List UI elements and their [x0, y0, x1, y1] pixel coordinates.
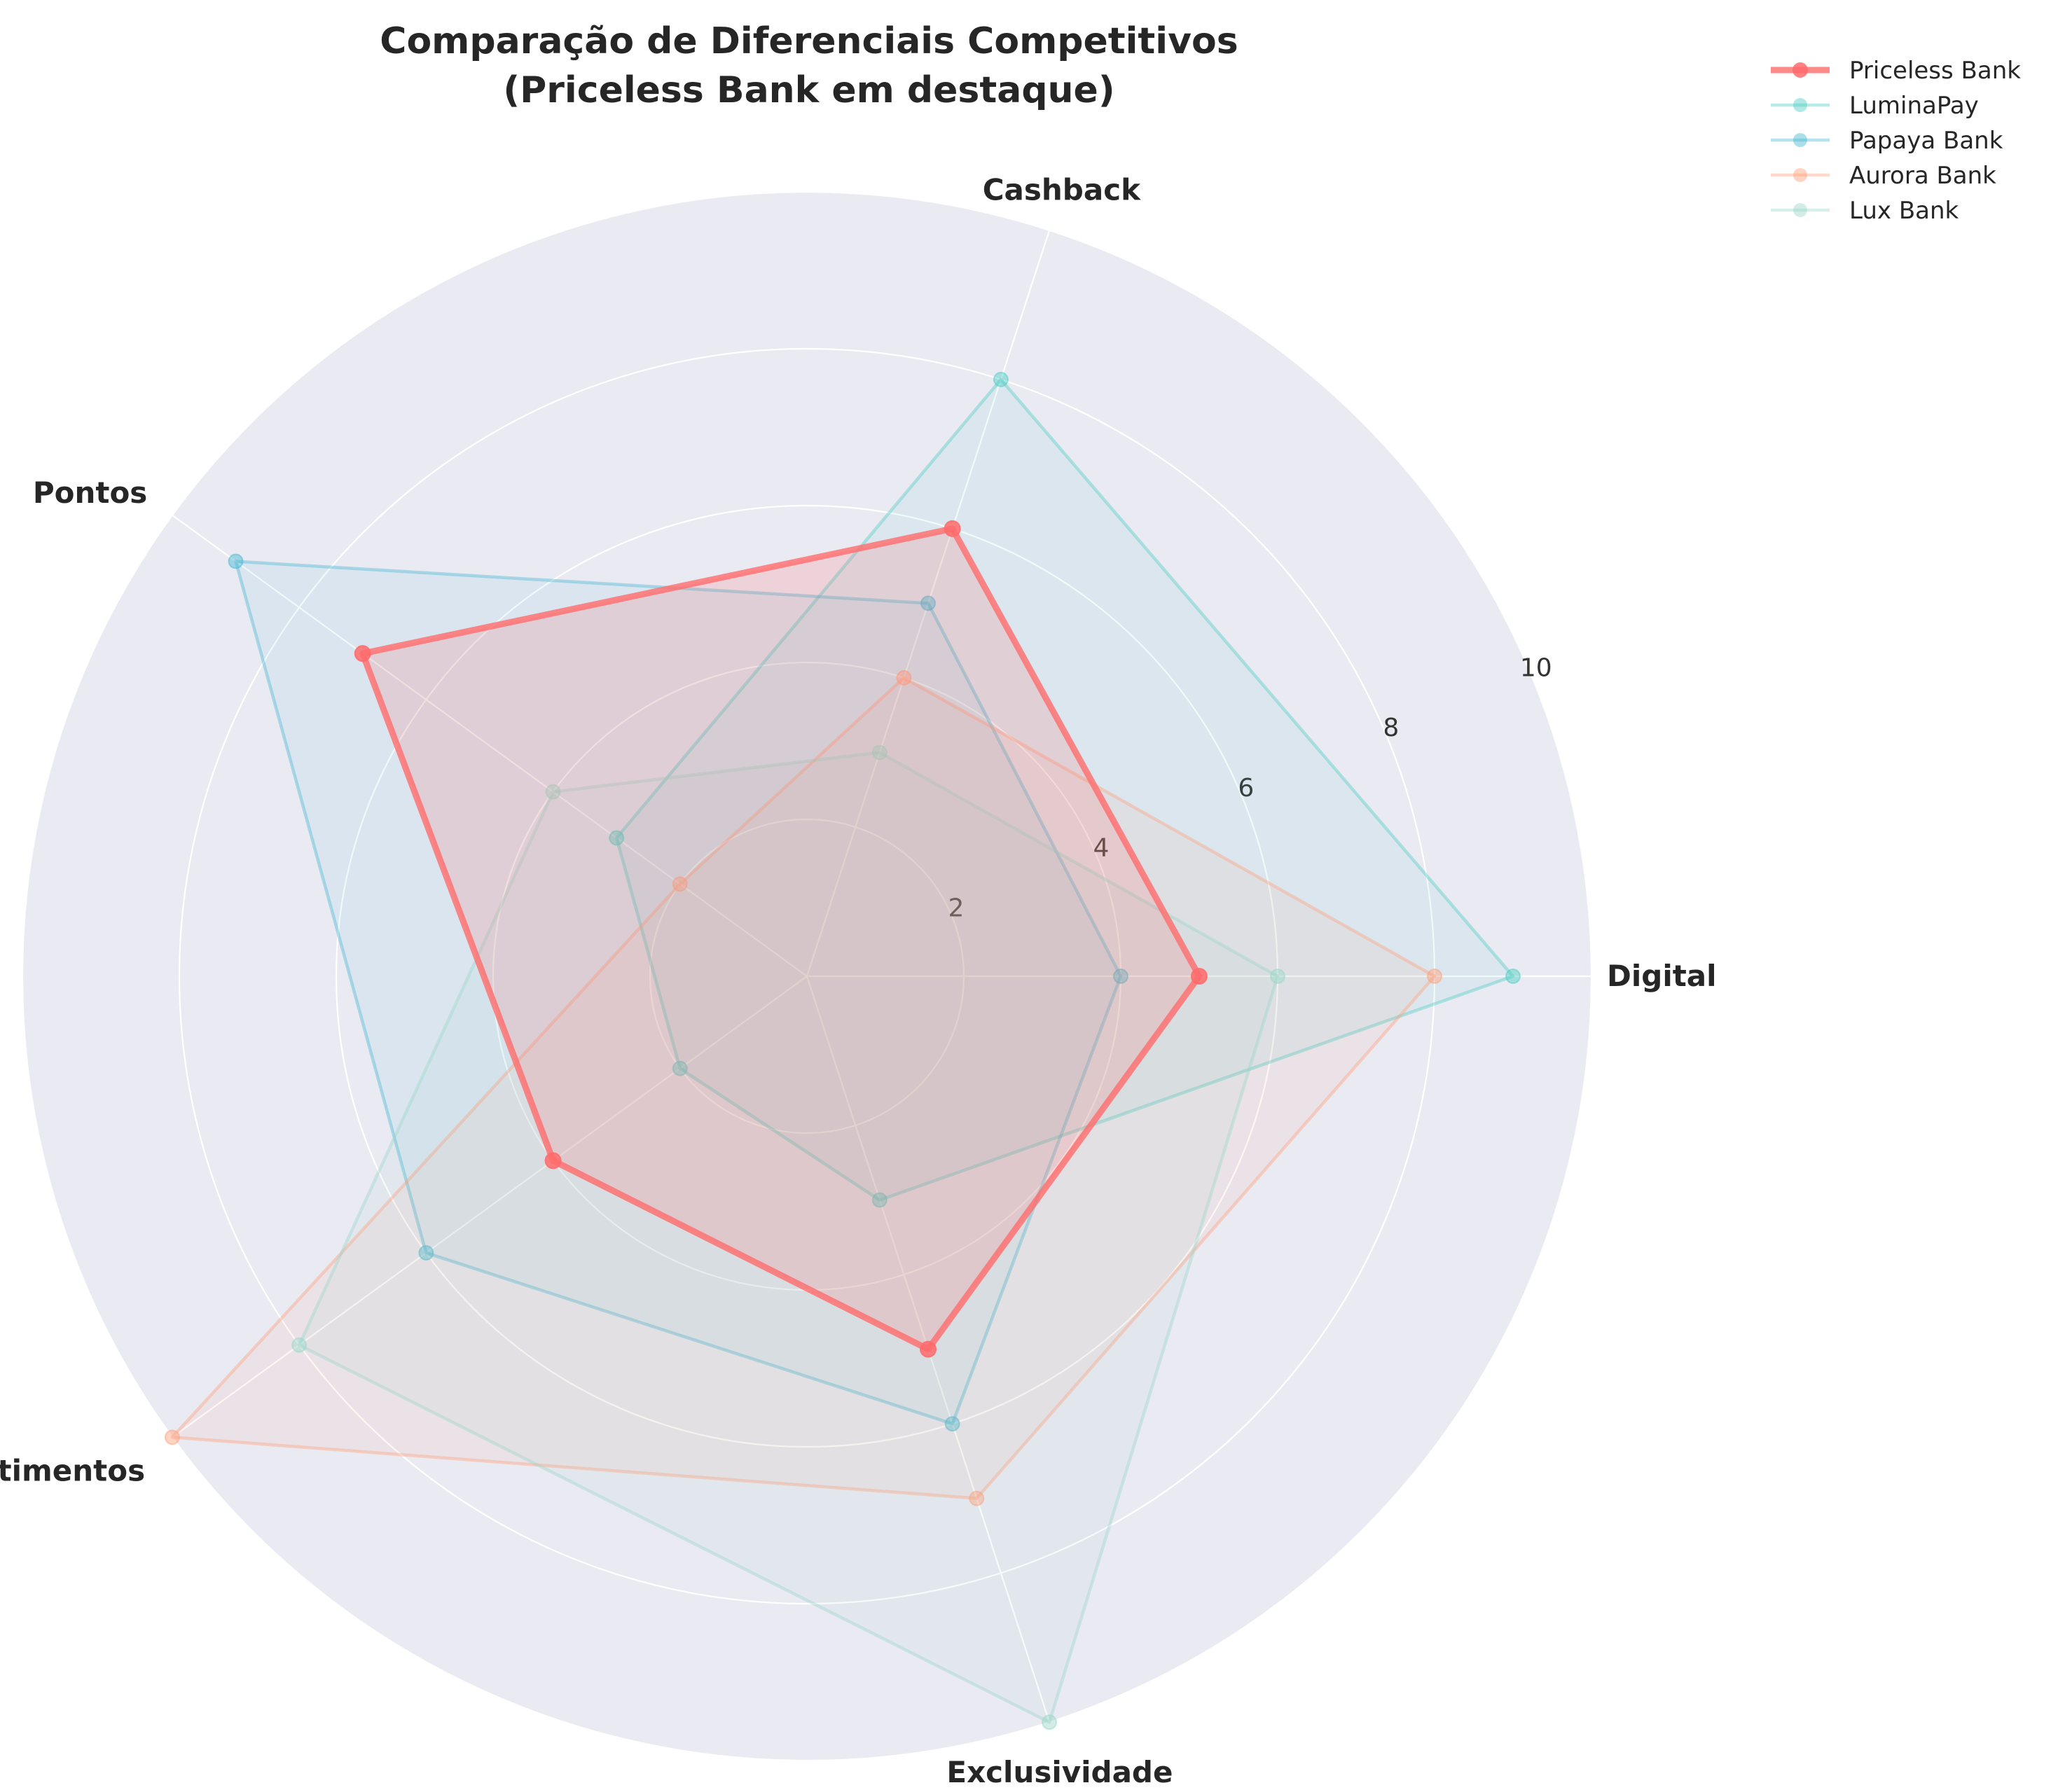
- legend: Priceless Bank LuminaPay Papaya Bank Aurora…: [1771, 57, 2021, 225]
- legend-entry: Lux Bank: [1771, 197, 1959, 225]
- grid-spoke: [806, 230, 1051, 977]
- legend-marker: [1793, 62, 1808, 78]
- legend-entry: Papaya Bank: [1771, 127, 2003, 155]
- data-point: [164, 1429, 180, 1445]
- data-point: [1427, 969, 1442, 984]
- series-line: [297, 751, 1280, 1724]
- data-point: [920, 595, 937, 611]
- data-point: [1113, 969, 1128, 984]
- data-point: [871, 1192, 887, 1208]
- data-point: [291, 1337, 308, 1353]
- data-point: [871, 744, 887, 761]
- axis-label-investimentos: Investimentos: [0, 1454, 145, 1488]
- r-tick-label: 4: [1093, 834, 1109, 863]
- axis-label-pontos: Pontos: [33, 476, 147, 510]
- data-point: [920, 1340, 937, 1358]
- legend-label: Papaya Bank: [1849, 127, 2003, 155]
- data-point: [609, 830, 625, 846]
- legend-entry: Aurora Bank: [1771, 162, 1996, 190]
- data-point: [1042, 1714, 1058, 1730]
- series-lux-bank: [291, 744, 1285, 1730]
- r-tick-label: 8: [1383, 714, 1399, 742]
- axis-label-cashback: Cashback: [983, 173, 1141, 207]
- data-point: [969, 1490, 985, 1506]
- series-area: [235, 561, 1121, 1424]
- data-point: [545, 784, 561, 800]
- series-line: [170, 676, 1437, 1500]
- axis-label-digital: Digital: [1607, 959, 1717, 993]
- series-line: [359, 525, 1203, 1353]
- chart-title: Comparação de Diferenciais Competitivos: [380, 20, 1238, 62]
- data-point: [944, 520, 961, 537]
- grid-spoke: [172, 976, 808, 1438]
- data-point: [544, 1152, 562, 1170]
- r-tick-label: 6: [1238, 774, 1254, 803]
- axis-label-exclusividade: Exclusividade: [946, 1755, 1173, 1789]
- series-aurora-bank: [164, 669, 1442, 1506]
- data-point: [944, 1416, 960, 1432]
- r-tick-label: 10: [1520, 653, 1552, 682]
- data-point: [418, 1244, 434, 1261]
- chart-subtitle: (Priceless Bank em destaque): [503, 69, 1114, 111]
- legend-marker: [1793, 203, 1807, 217]
- series-luminapay: [609, 371, 1521, 1208]
- series-area: [299, 752, 1278, 1723]
- legend-entry: LuminaPay: [1771, 92, 1979, 120]
- data-point: [672, 1060, 688, 1076]
- grid-spoke: [172, 514, 808, 977]
- data-point: [672, 876, 688, 892]
- series-line: [234, 560, 1123, 1426]
- legend-entry: Priceless Bank: [1771, 57, 2021, 85]
- data-point: [228, 553, 244, 569]
- legend-label: Aurora Bank: [1849, 162, 1996, 190]
- data-point: [993, 371, 1009, 387]
- r-tick-label: 2: [948, 894, 964, 922]
- legend-marker: [1793, 168, 1807, 182]
- series-area: [362, 528, 1200, 1350]
- legend-marker: [1793, 98, 1807, 112]
- legend-marker: [1793, 133, 1807, 147]
- series-area: [172, 677, 1435, 1499]
- series-priceless-bank: [354, 520, 1208, 1358]
- series-line: [614, 377, 1515, 1202]
- data-point: [354, 645, 371, 662]
- data-point: [1270, 969, 1285, 984]
- series-area: [616, 379, 1514, 1200]
- data-point: [1191, 968, 1208, 985]
- polar-plot-area: 2 4 6 8 10 Digital Cashback Pontos Investimentos…: [0, 173, 1717, 1789]
- series-papaya-bank: [228, 553, 1128, 1432]
- data-point: [896, 669, 912, 686]
- data-point: [1505, 969, 1521, 984]
- legend-label: Lux Bank: [1849, 197, 1959, 225]
- legend-label: LuminaPay: [1849, 92, 1979, 120]
- legend-label: Priceless Bank: [1849, 57, 2021, 85]
